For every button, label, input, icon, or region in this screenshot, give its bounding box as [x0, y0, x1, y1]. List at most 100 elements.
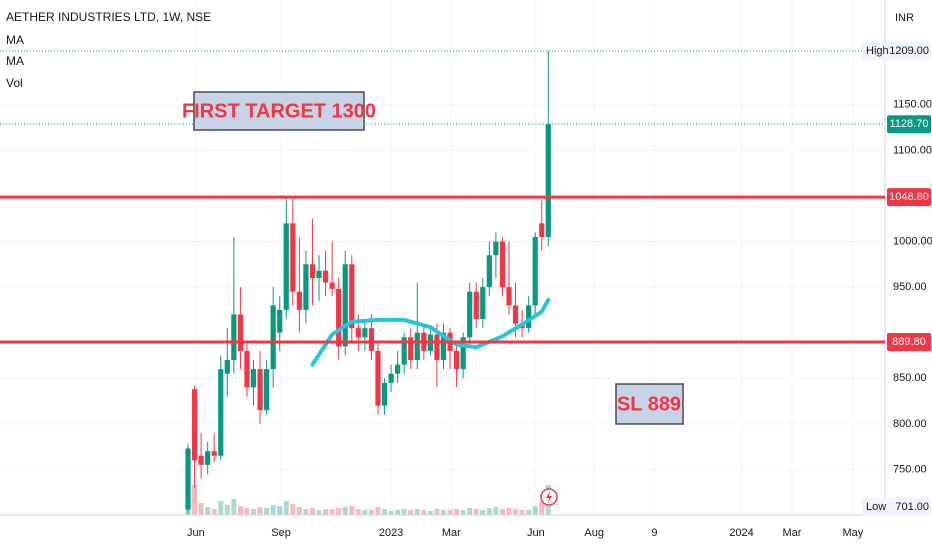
- candle-body: [270, 305, 276, 370]
- candle-body: [250, 369, 257, 388]
- volume-bar: [224, 505, 230, 515]
- candle-body: [244, 350, 250, 388]
- legend-item: MA: [6, 33, 24, 47]
- candle-body: [493, 241, 499, 256]
- x-tick-label: Jun: [527, 527, 545, 539]
- volume-bar: [211, 509, 217, 515]
- last-price-bg: [887, 115, 931, 134]
- candle-body: [211, 451, 217, 456]
- candle-body: [506, 287, 512, 306]
- candle-body: [368, 328, 375, 351]
- candle-body: [205, 451, 211, 465]
- volume-bar: [434, 509, 440, 515]
- last-price-label: 1128.70: [890, 118, 929, 130]
- volume-bar: [467, 508, 473, 515]
- level-label: 889.80: [892, 336, 926, 348]
- legend-item: Vol: [6, 76, 23, 90]
- volume-bar: [427, 511, 433, 515]
- candle-body: [480, 287, 486, 320]
- candle-body: [237, 314, 244, 351]
- candle-body: [264, 369, 270, 411]
- candle-body: [316, 270, 322, 279]
- x-tick-label: Sep: [271, 527, 291, 539]
- candle-body: [224, 360, 230, 374]
- y-tick-label: 1150.00: [893, 99, 932, 111]
- drawn-curve: [310, 297, 551, 367]
- volume-bar: [355, 509, 361, 515]
- candle-body: [290, 223, 296, 292]
- volume-bar: [251, 509, 257, 515]
- y-tick-label: 1100.00: [893, 144, 932, 156]
- volume-bar: [506, 508, 512, 515]
- candle-body: [388, 373, 394, 383]
- y-tick-label: 750.00: [893, 463, 927, 475]
- candle-body: [473, 291, 479, 320]
- extreme-value: 1209.00: [889, 45, 929, 57]
- volume-bar: [447, 510, 453, 515]
- volume-bar: [454, 509, 460, 515]
- volume-bar: [440, 510, 446, 515]
- extreme-value: 701.00: [895, 501, 929, 513]
- level-label: 1048.80: [889, 191, 929, 203]
- candle-body: [309, 264, 316, 279]
- extreme-label-bg: [862, 498, 931, 516]
- candle-body: [336, 288, 342, 347]
- volume-bar: [349, 506, 355, 515]
- candle-body: [231, 314, 237, 361]
- volume-bar: [421, 510, 427, 515]
- volume-bar: [362, 510, 368, 515]
- y-tick-label: 800.00: [893, 418, 927, 430]
- volume-bar: [486, 508, 492, 515]
- candle-body: [453, 350, 460, 370]
- candle-body: [460, 337, 466, 370]
- volume-bar: [532, 506, 538, 515]
- volume-bar: [401, 509, 407, 515]
- volume-bar: [277, 506, 283, 515]
- candle-body: [329, 282, 335, 289]
- x-tick-label: 2023: [379, 527, 403, 539]
- volume-bar: [460, 510, 466, 515]
- candle-body: [414, 332, 420, 361]
- volume-bar: [336, 508, 342, 515]
- volume-bar: [257, 507, 263, 515]
- volume-bar: [499, 509, 505, 515]
- volume-bar: [192, 485, 198, 515]
- level-label-bg: [887, 332, 931, 351]
- candle-body: [349, 264, 355, 329]
- volume-bar: [283, 501, 289, 515]
- volume-bar: [264, 508, 270, 515]
- candle-body: [539, 223, 545, 237]
- volume-bar: [237, 506, 243, 515]
- volume-bar: [205, 507, 211, 515]
- candle-body: [185, 448, 191, 510]
- candle-body: [381, 382, 388, 406]
- volume-bar: [296, 507, 302, 515]
- x-tick-label: Mar: [442, 527, 461, 539]
- annotation-box: [193, 91, 365, 131]
- candle-body: [434, 334, 440, 361]
- y-tick-label: 1000.00: [893, 235, 932, 247]
- volume-bar: [513, 509, 519, 515]
- x-tick-label: Mar: [783, 527, 802, 539]
- volume-bar: [270, 505, 276, 515]
- candle-body: [512, 305, 519, 324]
- extreme-name: Low: [866, 501, 886, 513]
- volume-bar: [375, 507, 381, 515]
- x-tick-label: May: [843, 527, 864, 539]
- candle-body: [408, 337, 414, 361]
- candle-body: [191, 389, 198, 461]
- candle-body: [499, 241, 506, 288]
- volume-bar: [244, 508, 250, 515]
- x-tick-label: 2024: [729, 527, 753, 539]
- candle-body: [322, 270, 329, 283]
- volume-bar: [218, 501, 224, 515]
- volume-bar: [231, 499, 237, 515]
- candle-body: [296, 291, 302, 310]
- plot: [0, 0, 885, 515]
- volume-bar: [414, 509, 420, 515]
- volume-bar: [395, 510, 401, 515]
- extreme-name: High: [866, 45, 889, 57]
- volume-bar: [316, 510, 322, 515]
